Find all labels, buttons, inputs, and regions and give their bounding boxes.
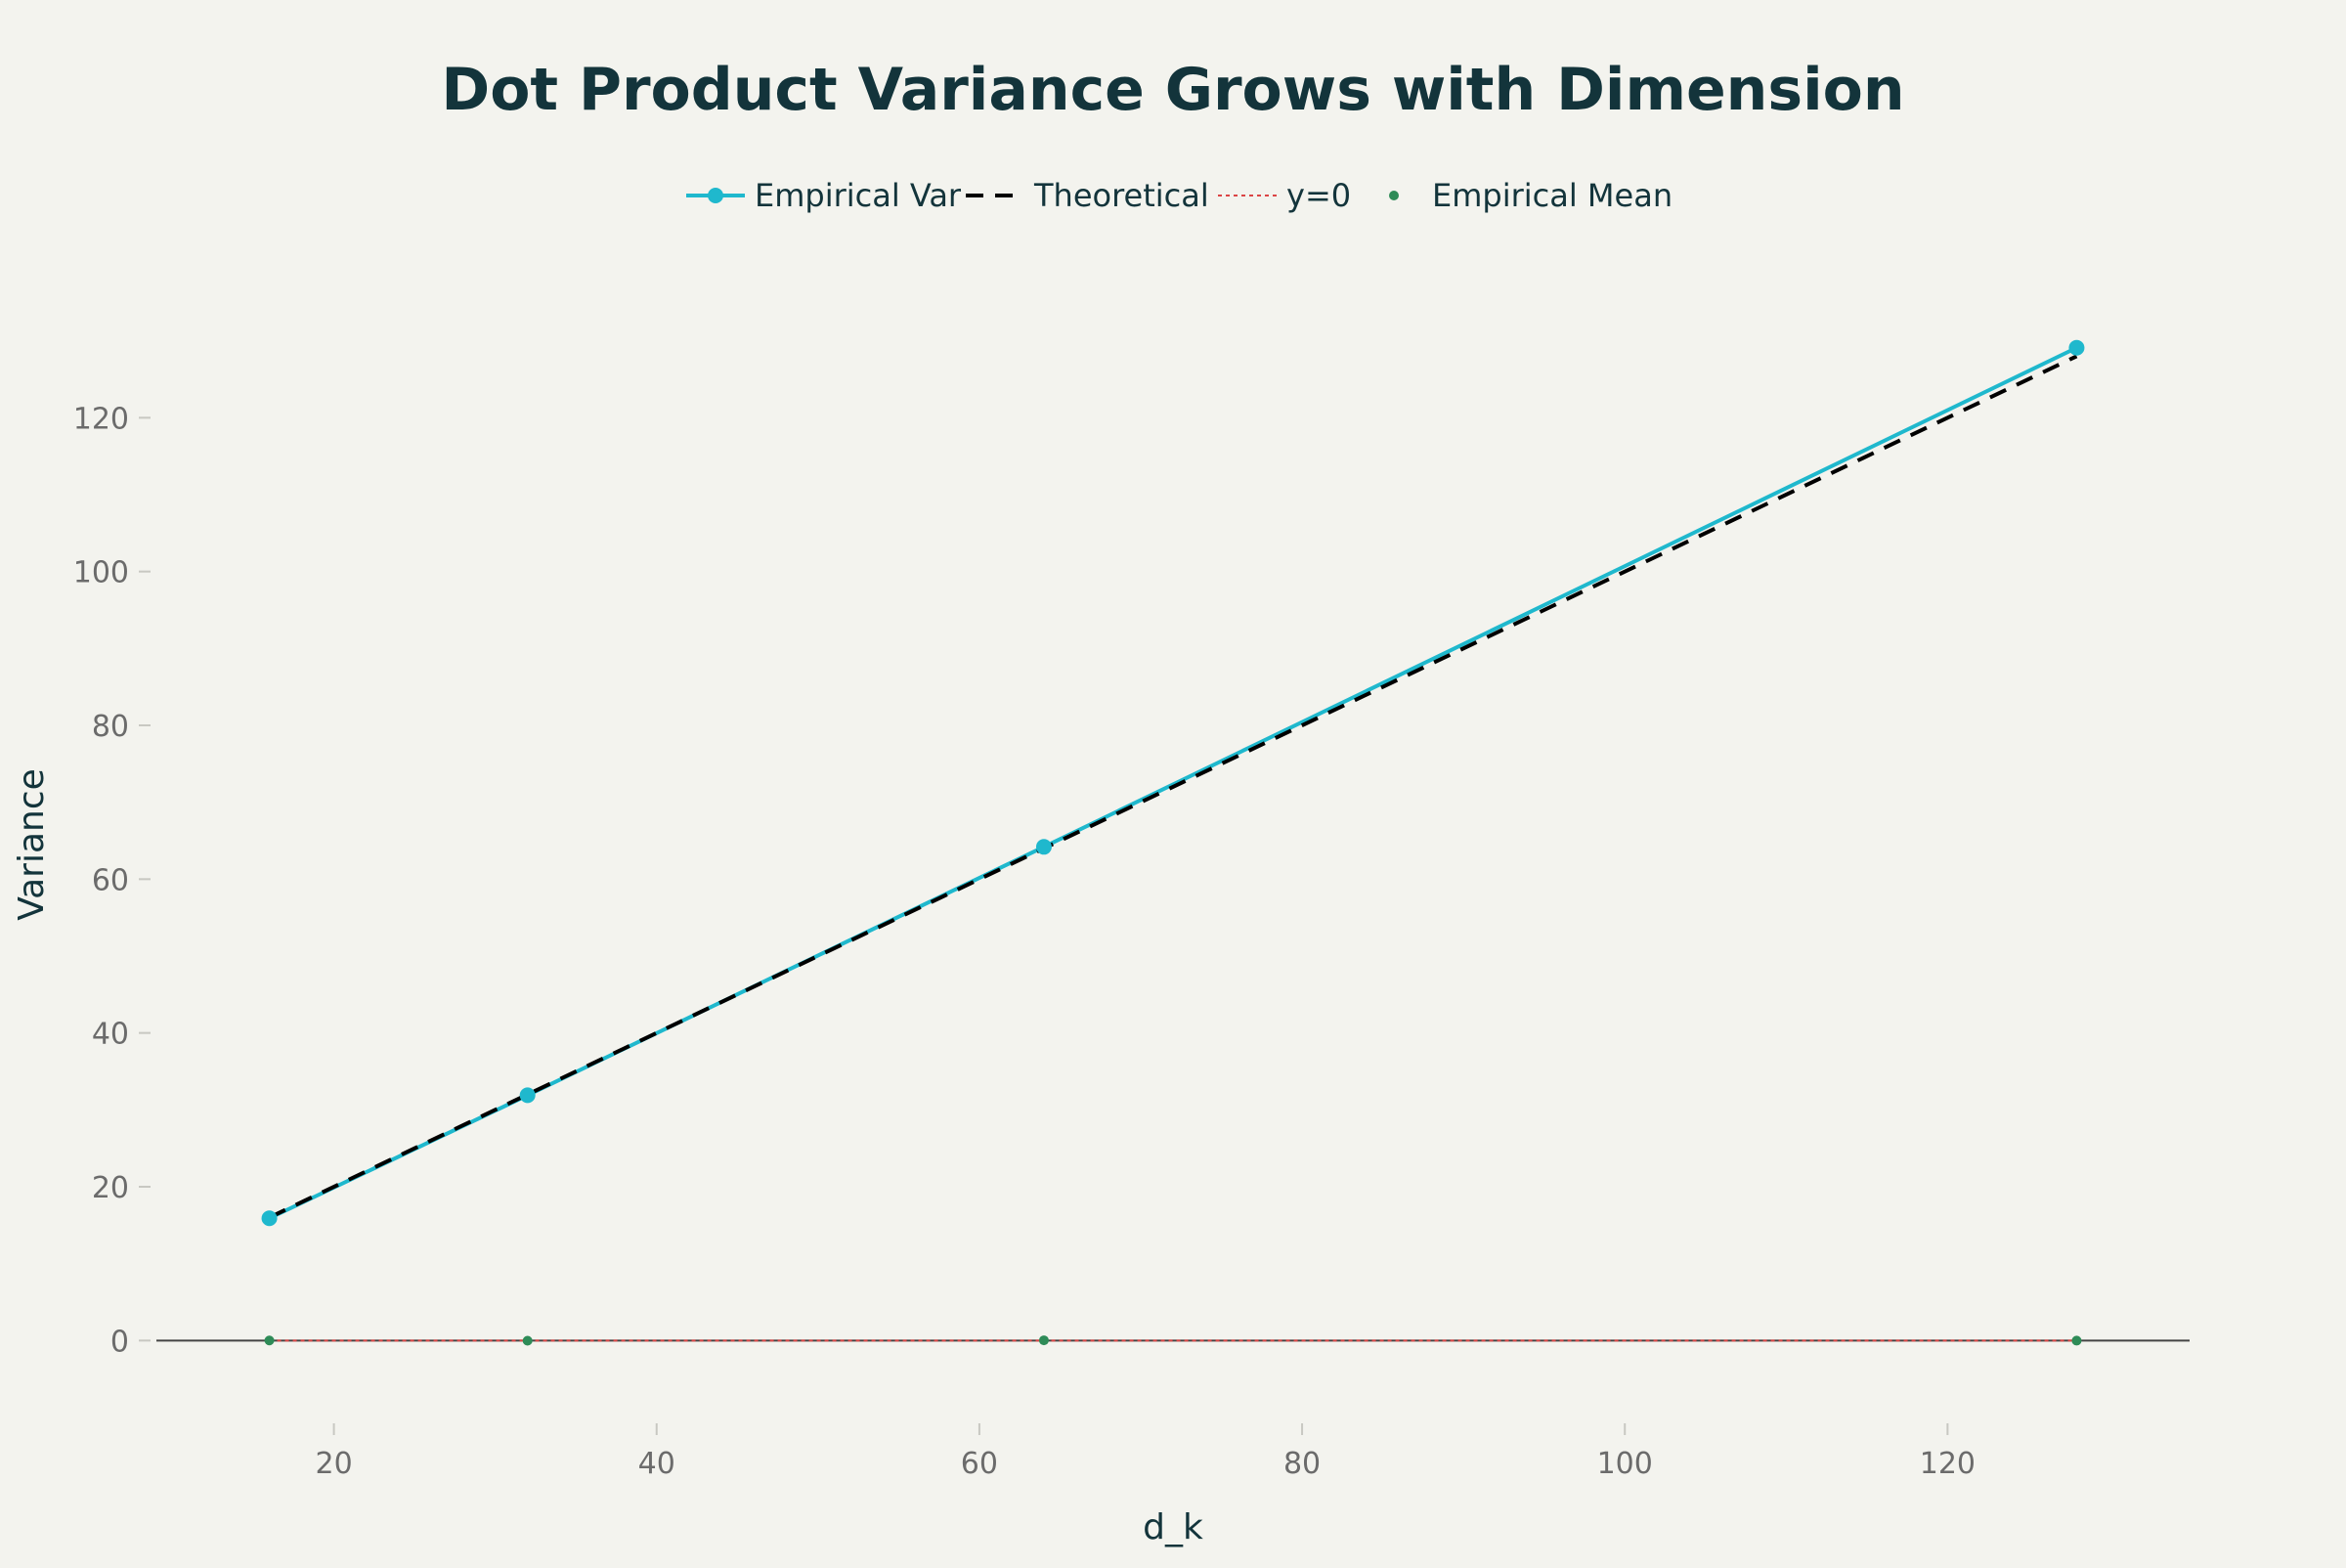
legend-marker <box>708 188 723 203</box>
y-tick-label: 100 <box>73 556 129 590</box>
y-tick-label: 20 <box>92 1171 129 1205</box>
legend-marker <box>1389 191 1399 200</box>
y-tick-label: 120 <box>73 402 129 436</box>
empirical-mean-point <box>264 1335 275 1346</box>
empirical-mean-point <box>522 1335 533 1346</box>
y-tick-label: 80 <box>92 710 129 744</box>
chart-title: Dot Product Variance Grows with Dimensio… <box>441 56 1904 124</box>
legend-item-theoretical[interactable]: Theoretical <box>966 177 1209 214</box>
x-tick-label: 40 <box>638 1447 675 1481</box>
y-axis-title: Variance <box>12 768 52 921</box>
legend-item-y0[interactable]: y=0 <box>1218 177 1351 214</box>
legend-item-empirical-var[interactable]: Empirical Var <box>686 177 962 214</box>
empirical-var-point <box>261 1210 278 1227</box>
x-axis-title: d_k <box>1143 1507 1203 1547</box>
x-tick-label: 100 <box>1597 1447 1653 1481</box>
x-tick-label: 60 <box>961 1447 998 1481</box>
y-tick-label: 60 <box>92 863 129 897</box>
x-axis-ticks: 20 40 60 80 100 120 <box>315 1423 1976 1481</box>
legend-label: Empirical Mean <box>1432 177 1673 214</box>
legend-label: Theoretical <box>1033 177 1209 214</box>
empirical-mean-point <box>2071 1335 2082 1346</box>
x-tick-label: 120 <box>1920 1447 1976 1481</box>
empirical-var-point <box>2068 339 2085 356</box>
y-axis-ticks: 0 20 40 60 80 100 120 <box>73 402 151 1359</box>
empirical-var-point <box>519 1087 536 1104</box>
x-tick-label: 20 <box>315 1447 352 1481</box>
legend: Empirical Var Theoretical y=0 Empirical Mea… <box>686 177 1673 214</box>
plot-area <box>261 339 2085 1346</box>
legend-label: Empirical Var <box>755 177 962 214</box>
x-tick-label: 80 <box>1283 1447 1321 1481</box>
empirical-mean-point <box>1038 1335 1049 1346</box>
y-tick-label: 0 <box>110 1325 129 1359</box>
y-tick-label: 40 <box>92 1018 129 1052</box>
legend-label: y=0 <box>1286 177 1351 214</box>
empirical-var-point <box>1035 839 1052 855</box>
series-line-theoretical <box>268 354 2078 1220</box>
legend-item-empirical-mean[interactable]: Empirical Mean <box>1389 177 1673 214</box>
